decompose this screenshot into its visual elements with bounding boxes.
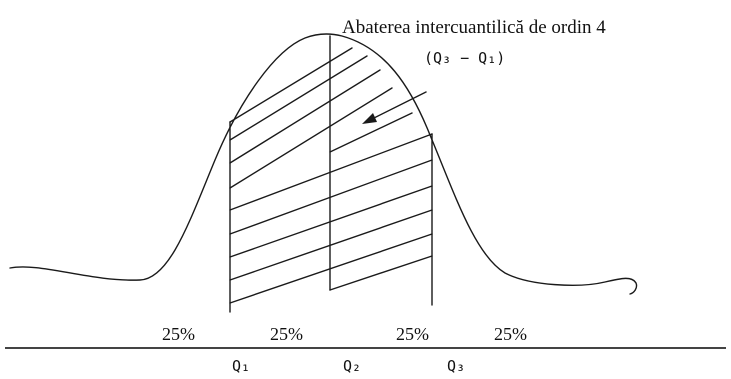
percent-label-1: 25% [162,324,195,344]
annotation-arrow-head [362,113,377,124]
percent-label-2: 25% [270,324,303,344]
iqr-formula: (Q₃ − Q₁) [424,49,505,67]
quartile-label-q1: Q₁ [232,357,250,375]
hatch-lines [229,47,433,304]
quartile-label-q3: Q₃ [447,357,465,375]
bell-curve [9,33,638,295]
diagram-title: Abaterea intercuantilică de ordin 4 [342,17,606,38]
percent-label-3: 25% [396,324,429,344]
annotation-arrow-line [367,91,427,122]
percent-label-4: 25% [494,324,527,344]
quartile-label-q2: Q₂ [343,357,361,375]
